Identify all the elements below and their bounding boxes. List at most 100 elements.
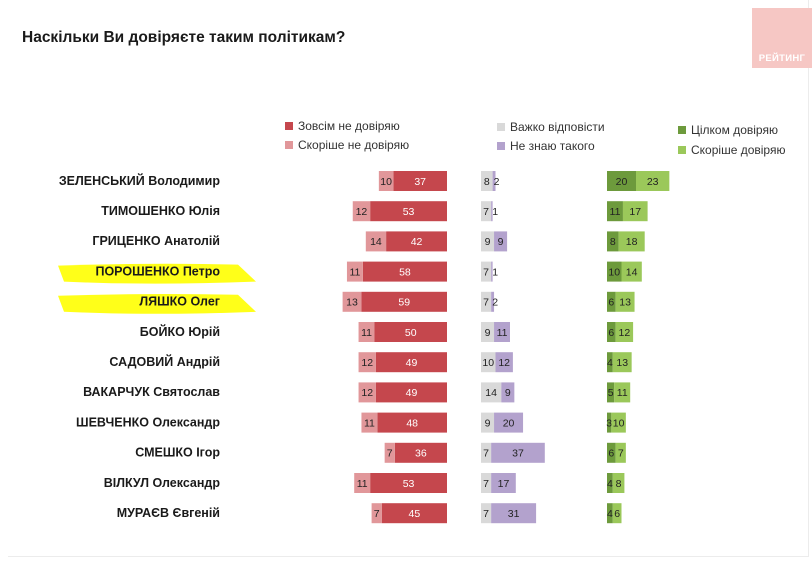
value-rather-not-trust: 12 xyxy=(361,387,373,399)
bar-rather-not-trust xyxy=(378,171,394,191)
value-not-trust-at-all: 49 xyxy=(406,357,418,369)
value-dont-know: 9 xyxy=(498,236,504,248)
politician-label: ВІЛКУЛ Олександр xyxy=(104,476,221,490)
bar-hard-to-say xyxy=(481,442,492,463)
value-fully-trust: 4 xyxy=(607,357,613,369)
value-fully-trust: 6 xyxy=(608,327,614,339)
value-dont-know: 12 xyxy=(498,357,510,369)
bar-fully-trust xyxy=(607,503,613,524)
value-hard-to-say: 7 xyxy=(483,448,489,460)
bar-dont-know xyxy=(491,201,493,222)
value-rather-trust: 10 xyxy=(613,417,625,429)
legend-label: Цілком довіряю xyxy=(691,123,778,137)
value-hard-to-say: 7 xyxy=(483,508,489,520)
legend-label: Скоріше довіряю xyxy=(691,143,786,157)
value-hard-to-say: 7 xyxy=(483,297,489,309)
value-fully-trust: 8 xyxy=(610,236,616,248)
politician-label: ГРИЦЕНКО Анатолій xyxy=(92,234,220,248)
legend-label: Скоріше не довіряю xyxy=(298,138,410,152)
bar-fully-trust xyxy=(607,201,623,222)
slide-frame xyxy=(8,0,809,557)
politician-label: БОЙКО Юрій xyxy=(140,324,220,339)
bar-rather-trust xyxy=(622,201,648,222)
value-rather-not-trust: 12 xyxy=(356,206,368,218)
value-not-trust-at-all: 42 xyxy=(411,236,423,248)
value-rather-not-trust: 10 xyxy=(380,176,392,188)
politician-label: ШЕВЧЕНКО Олександр xyxy=(76,415,220,429)
highlight-marker xyxy=(58,263,256,284)
value-fully-trust: 3 xyxy=(606,417,612,429)
value-rather-trust: 8 xyxy=(616,478,622,490)
value-fully-trust: 11 xyxy=(610,206,621,218)
value-hard-to-say: 9 xyxy=(485,236,491,248)
politician-label: САДОВИЙ Андрій xyxy=(109,354,220,369)
bar-fully-trust xyxy=(607,473,613,493)
bar-dont-know xyxy=(491,503,537,524)
politician-label: ЗЕЛЕНСЬКИЙ Володимир xyxy=(59,173,221,188)
value-hard-to-say: 7 xyxy=(483,206,489,218)
bar-dont-know xyxy=(492,171,496,191)
bar-fully-trust xyxy=(607,352,613,373)
bar-rather-not-trust xyxy=(361,412,378,433)
bar-not-trust-at-all xyxy=(381,503,447,524)
legend-label: Зовсім не довіряю xyxy=(298,119,400,133)
bar-fully-trust xyxy=(607,412,612,433)
value-dont-know: 1 xyxy=(492,266,498,278)
value-fully-trust: 6 xyxy=(608,448,614,460)
bar-rather-not-trust xyxy=(358,322,375,342)
bar-rather-not-trust xyxy=(371,503,382,524)
bar-dont-know xyxy=(491,261,493,282)
value-not-trust-at-all: 59 xyxy=(398,297,410,309)
legend-fully-trust: Цілком довіряю xyxy=(678,123,778,137)
bar-hard-to-say xyxy=(481,261,492,282)
value-rather-trust: 13 xyxy=(619,297,631,309)
highlight-marker xyxy=(58,294,256,314)
value-fully-trust: 20 xyxy=(616,176,628,188)
bar-rather-trust xyxy=(612,473,625,493)
politician-label: СМЕШКО Ігор xyxy=(135,446,220,460)
bar-dont-know xyxy=(494,322,510,342)
value-rather-trust: 13 xyxy=(616,357,628,369)
bar-dont-know xyxy=(491,291,495,312)
bar-hard-to-say xyxy=(481,201,492,222)
value-hard-to-say: 14 xyxy=(485,387,497,399)
bar-rather-trust xyxy=(618,231,645,252)
bar-hard-to-say xyxy=(481,171,493,191)
value-rather-not-trust: 11 xyxy=(357,478,368,490)
legend-label: Важко відповісти xyxy=(510,120,605,134)
value-rather-trust: 18 xyxy=(626,236,638,248)
bar-rather-trust xyxy=(621,261,642,282)
value-fully-trust: 6 xyxy=(608,297,614,309)
bar-rather-not-trust xyxy=(352,201,371,222)
value-dont-know: 20 xyxy=(503,417,515,429)
value-rather-not-trust: 11 xyxy=(364,417,375,429)
bar-hard-to-say xyxy=(481,352,496,373)
bar-hard-to-say xyxy=(481,473,492,493)
bar-rather-trust xyxy=(612,503,622,524)
bar-rather-trust xyxy=(615,322,634,342)
bar-rather-trust xyxy=(611,412,626,433)
bar-rather-not-trust xyxy=(384,442,395,463)
value-fully-trust: 10 xyxy=(608,266,620,278)
bar-fully-trust xyxy=(607,291,616,312)
value-dont-know: 2 xyxy=(494,176,500,188)
bar-hard-to-say xyxy=(481,503,492,524)
value-rather-not-trust: 11 xyxy=(349,266,360,278)
legend-swatch xyxy=(678,146,686,154)
rating-logo-text: РЕЙТИНГ xyxy=(758,53,806,64)
value-rather-trust: 17 xyxy=(629,206,641,218)
legend-not-trust-at-all: Зовсім не довіряю xyxy=(285,119,400,133)
bar-rather-not-trust xyxy=(354,473,371,493)
value-not-trust-at-all: 50 xyxy=(405,327,417,339)
value-dont-know: 1 xyxy=(492,206,498,218)
bar-fully-trust xyxy=(607,261,622,282)
value-rather-not-trust: 14 xyxy=(370,236,382,248)
bar-not-trust-at-all xyxy=(374,322,447,342)
bar-fully-trust xyxy=(607,382,615,403)
legend-label: Не знаю такого xyxy=(510,139,595,153)
value-rather-trust: 14 xyxy=(626,266,638,278)
bar-not-trust-at-all xyxy=(377,412,447,433)
politician-label: ПОРОШЕНКО Петро xyxy=(95,264,220,278)
bar-fully-trust xyxy=(607,171,636,191)
